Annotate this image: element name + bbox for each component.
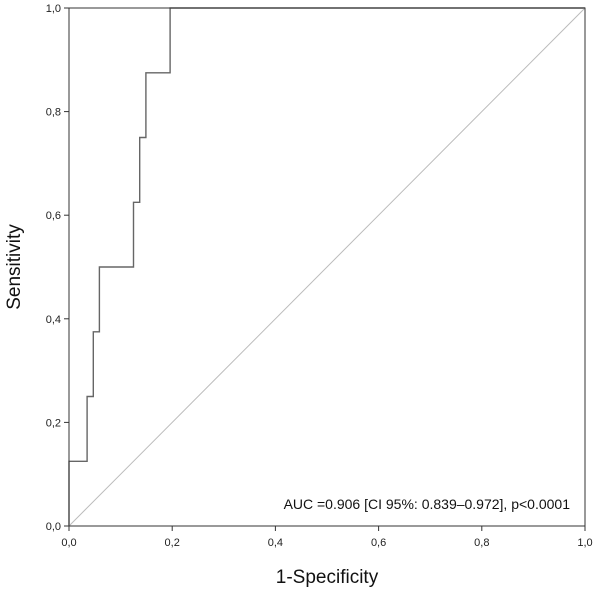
y-tick-label: 0,6 xyxy=(46,210,61,222)
ticks-layer: 0,0 0,2 0,4 0,6 0,8 1,0 0,0 0,2 0,4 0,6 0,8 1,0 xyxy=(46,3,593,549)
x-axis-title: 1-Specificity xyxy=(276,567,379,588)
x-tick-label: 1,0 xyxy=(577,537,592,549)
plot-area-frame xyxy=(68,7,586,527)
series-layer xyxy=(68,7,586,527)
x-tick-label: 0,2 xyxy=(165,537,180,549)
y-axis-title: Sensitivity xyxy=(4,224,25,310)
y-tick-label: 0,2 xyxy=(46,417,61,429)
roc-curve-line xyxy=(68,7,585,526)
x-tick-label: 0,6 xyxy=(371,537,386,549)
y-tick-label: 0,8 xyxy=(46,107,61,119)
x-tick-label: 0,0 xyxy=(61,537,76,549)
x-tick-label: 0,4 xyxy=(268,537,283,549)
y-tick-label: 1,0 xyxy=(46,3,61,15)
y-tick-label: 0,4 xyxy=(46,314,61,326)
auc-annotation: AUC =0.906 [CI 95%: 0.839–0.972], p<0.00… xyxy=(284,496,571,512)
y-tick-label: 0,0 xyxy=(46,521,61,533)
x-tick-label: 0,8 xyxy=(474,537,489,549)
reference-diagonal-line xyxy=(68,7,586,527)
